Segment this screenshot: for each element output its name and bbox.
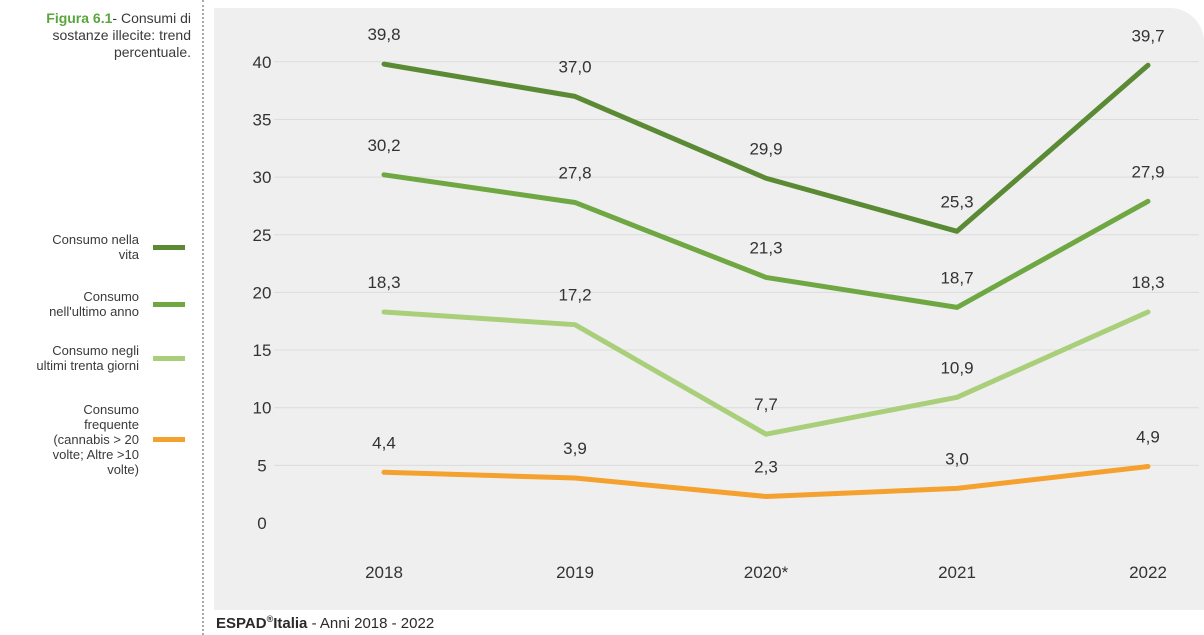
data-label-vita-4: 39,7 xyxy=(1131,26,1164,45)
data-label-trenta-2: 7,7 xyxy=(754,395,778,414)
data-label-anno-1: 27,8 xyxy=(558,163,591,182)
data-label-frequente-3: 3,0 xyxy=(945,449,969,468)
x-tick-label-3: 2021 xyxy=(938,563,976,582)
data-label-anno-0: 30,2 xyxy=(367,136,400,155)
data-label-trenta-4: 18,3 xyxy=(1131,273,1164,292)
data-label-vita-1: 37,0 xyxy=(558,57,591,76)
figure-caption: Figura 6.1- Consumi di sostanze illecite… xyxy=(0,10,191,61)
data-label-frequente-4: 4,9 xyxy=(1136,428,1160,447)
source-brand: ESPAD®Italia xyxy=(216,614,308,632)
data-label-trenta-3: 10,9 xyxy=(940,358,973,377)
x-tick-label-2: 2020* xyxy=(744,563,789,582)
legend-label-trenta: Consumo negli ultimi trenta giorni xyxy=(36,343,139,373)
x-tick-label-0: 2018 xyxy=(365,563,403,582)
data-label-trenta-1: 17,2 xyxy=(558,286,591,305)
data-label-frequente-0: 4,4 xyxy=(372,433,396,452)
line-chart: 0 5 10 15 20 25 30 35 40 2018 2019 2020* 2021 2022 39,… xyxy=(253,25,1199,582)
data-label-vita-3: 25,3 xyxy=(940,192,973,211)
legend-item-anno: Consumo nell'ultimo anno xyxy=(49,289,185,319)
figure-caption-text: - Consumi di sostanze illecite: trend pe… xyxy=(52,10,191,60)
y-tick-label-0: 0 xyxy=(257,514,266,533)
legend-swatch-trenta xyxy=(153,355,185,361)
x-tick-label-1: 2019 xyxy=(556,563,594,582)
series-line-trenta xyxy=(381,309,1151,437)
y-tick-label-40: 40 xyxy=(253,53,272,72)
source-note: ESPAD®Italia - Anni 2018 - 2022 xyxy=(216,614,434,632)
y-tick-label-30: 30 xyxy=(253,168,272,187)
figure-label: Figura 6.1 xyxy=(46,10,113,26)
y-tick-label-25: 25 xyxy=(253,226,272,245)
data-label-frequente-2: 2,3 xyxy=(754,457,778,476)
legend-label-anno: Consumo nell'ultimo anno xyxy=(49,289,139,319)
source-years: - Anni 2018 - 2022 xyxy=(307,615,435,632)
x-tick-label-4: 2022 xyxy=(1129,563,1167,582)
chart-panel: 0 5 10 15 20 25 30 35 40 2018 2019 2020* 2021 2022 39,… xyxy=(214,8,1204,610)
data-label-vita-0: 39,8 xyxy=(367,25,400,44)
y-tick-label-20: 20 xyxy=(253,283,272,302)
legend-item-frequente: Consumo frequente (cannabis > 20 volte; Alt… xyxy=(53,402,185,477)
legend-swatch-anno xyxy=(153,301,185,307)
legend-item-vita: Consumo nella vita xyxy=(52,232,185,262)
legend-label-frequente: Consumo frequente (cannabis > 20 volte; Alt… xyxy=(52,402,139,477)
data-label-anno-2: 21,3 xyxy=(749,238,782,257)
dotted-divider xyxy=(202,0,204,635)
chart-legend: Consumo nella vita Consumo nell'ultimo ann… xyxy=(0,0,200,635)
data-label-frequente-1: 3,9 xyxy=(563,439,587,458)
y-tick-label-5: 5 xyxy=(257,456,266,475)
data-label-anno-4: 27,9 xyxy=(1131,162,1164,181)
y-tick-label-15: 15 xyxy=(253,341,272,360)
data-label-trenta-0: 18,3 xyxy=(367,273,400,292)
legend-swatch-vita xyxy=(153,244,185,250)
legend-label-vita: Consumo nella vita xyxy=(52,232,139,262)
legend-swatch-frequente xyxy=(153,437,185,442)
data-label-vita-2: 29,9 xyxy=(749,139,782,158)
data-label-anno-3: 18,7 xyxy=(940,268,973,287)
y-tick-label-35: 35 xyxy=(253,110,272,129)
y-tick-label-10: 10 xyxy=(253,399,272,418)
legend-item-trenta: Consumo negli ultimi trenta giorni xyxy=(36,343,185,373)
